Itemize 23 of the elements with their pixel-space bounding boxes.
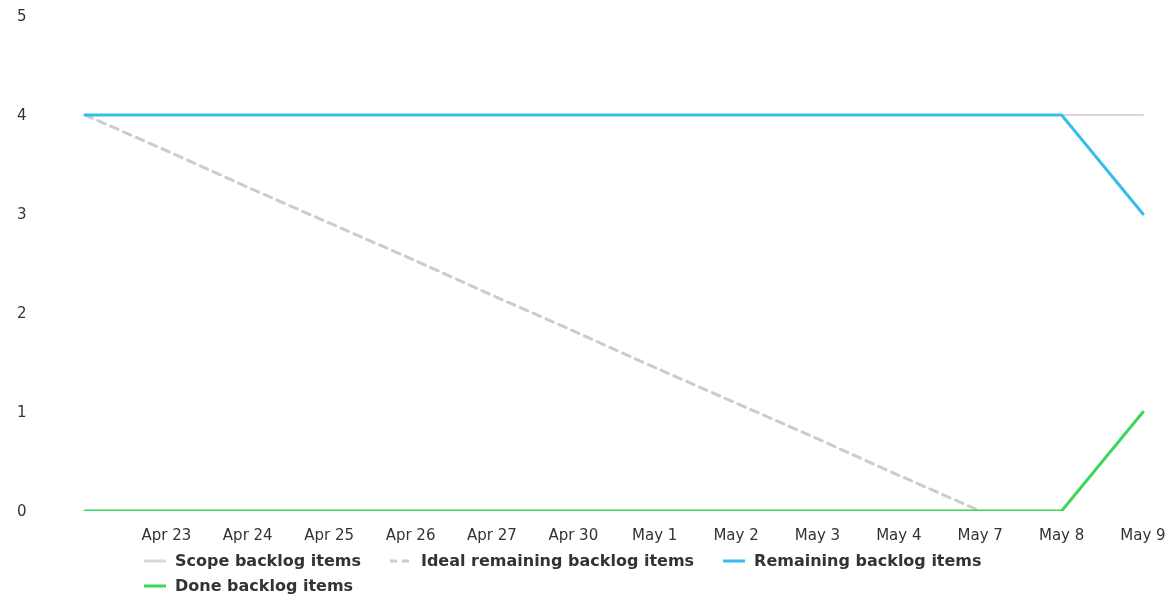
y-tick-label: 1 — [17, 403, 27, 422]
x-tick-label: May 9 — [1120, 525, 1166, 544]
x-tick-label: Apr 26 — [385, 525, 436, 544]
x-tick-label: May 8 — [1038, 525, 1085, 544]
y-tick-label: 0 — [17, 502, 27, 521]
legend-label: Done backlog items — [175, 576, 354, 595]
legend-label: Ideal remaining backlog items — [420, 551, 695, 570]
x-tick-label: May 7 — [957, 525, 1003, 544]
x-tick-label: Apr 27 — [467, 525, 517, 544]
legend-label: Scope backlog items — [175, 551, 361, 570]
x-tick-label: May 1 — [632, 525, 678, 544]
x-tick-label: May 4 — [876, 525, 922, 544]
y-tick-label: 2 — [17, 304, 27, 323]
y-tick-label: 3 — [17, 205, 27, 224]
x-tick-label: Apr 24 — [222, 525, 273, 544]
x-tick-label: May 3 — [794, 525, 841, 544]
y-tick-label: 4 — [17, 106, 27, 125]
x-tick-label: May 2 — [713, 525, 759, 544]
y-tick-label: 5 — [17, 7, 27, 26]
legend-label: Remaining backlog items — [754, 551, 982, 570]
x-tick-label: Apr 30 — [548, 525, 599, 544]
x-tick-label: Apr 25 — [304, 525, 355, 544]
x-tick-label: Apr 23 — [141, 525, 192, 544]
